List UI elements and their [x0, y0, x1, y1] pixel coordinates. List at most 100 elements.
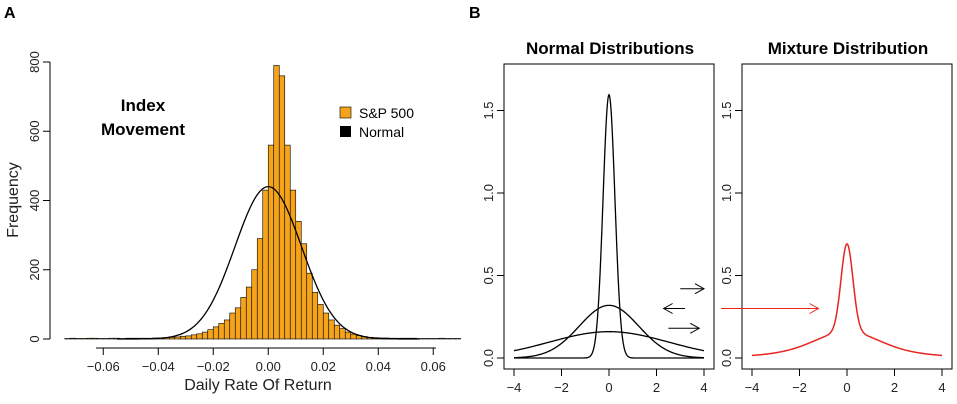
- histogram-bar: [234, 307, 242, 340]
- histogram-bar: [240, 297, 247, 340]
- arrows: [721, 303, 820, 314]
- normal-curve: [116, 185, 420, 340]
- y-tick-label: 400: [27, 190, 42, 212]
- arrow-head: [694, 283, 706, 295]
- histogram-bar: [97, 338, 104, 340]
- histogram-bar: [218, 323, 225, 340]
- plot-title-normal: Normal Distributions: [526, 39, 694, 58]
- histogram-bar: [273, 65, 280, 340]
- y-tick-label: 600: [27, 120, 42, 142]
- histogram-bar: [75, 338, 82, 340]
- histogram-bar: [229, 312, 236, 340]
- panel-label-a: A: [4, 5, 16, 22]
- panel-b-normal: B Normal Distributions −4 −2 0 2 4 0.0 0.5 1.0 1…: [469, 5, 715, 395]
- histogram-bar: [223, 319, 231, 340]
- panel-label-b: B: [469, 5, 481, 22]
- histogram-bar: [212, 326, 220, 340]
- histogram-bar: [251, 269, 258, 340]
- normal-curves: [513, 93, 705, 359]
- histogram-bar: [201, 331, 209, 340]
- panel-a: A −0.06 −0.04 −0.02 0.00 0.02 0.04 0.06 0 200 40…: [4, 5, 462, 394]
- histogram-bar: [333, 324, 341, 340]
- annotation-line-2: Movement: [101, 120, 185, 139]
- histogram-bar: [454, 338, 462, 340]
- histogram-bar: [432, 338, 440, 340]
- y-tick-label: 1.0: [481, 184, 496, 202]
- histogram-bar: [438, 337, 445, 340]
- legend: S&P 500 Normal: [339, 105, 414, 140]
- histogram-bar: [328, 319, 335, 340]
- axes: −4 −2 0 2 4 0.0 0.5 1.0 1.5: [481, 101, 708, 395]
- histogram-bar: [190, 334, 198, 340]
- plot-title-mixture: Mixture Distribution: [768, 39, 929, 58]
- y-axis-label: Frequency: [5, 162, 22, 238]
- histogram-bar: [108, 337, 115, 340]
- histogram-bar: [311, 291, 319, 340]
- plot-box-normal: [503, 63, 715, 370]
- plot-box-mixture: [741, 63, 953, 370]
- y-tick-label: 0.0: [481, 349, 496, 367]
- arrow-head: [809, 303, 820, 314]
- x-tick-label: 2: [653, 380, 660, 395]
- y-tick-label: 0.5: [481, 266, 496, 284]
- x-tick-label: −0.04: [142, 359, 175, 374]
- histogram-bar: [174, 336, 181, 340]
- y-tick-label: 0: [27, 335, 42, 342]
- panel-b-mixture: Mixture Distribution −4 −2 0 2 4 0.0 0.5 1.0 1.5: [719, 39, 953, 395]
- curve-medium: [513, 304, 705, 359]
- curve-mixture: [751, 243, 943, 357]
- x-tick-label: 4: [700, 380, 707, 395]
- x-tick-label: 2: [891, 380, 898, 395]
- histogram-bar: [196, 333, 203, 340]
- histogram-bars: [64, 65, 462, 340]
- histogram-bar: [179, 335, 187, 340]
- histogram-bar: [262, 189, 269, 340]
- x-tick-label: 0.06: [421, 359, 446, 374]
- legend-label-normal: Normal: [359, 124, 404, 140]
- histogram-bar: [306, 272, 313, 340]
- histogram-bar: [80, 338, 88, 340]
- histogram-bar: [278, 75, 286, 340]
- y-tick-label: 0.5: [719, 266, 734, 284]
- histogram-bar: [350, 333, 357, 340]
- x-tick-label: −2: [792, 380, 807, 395]
- x-tick-label: 0.02: [311, 359, 336, 374]
- x-tick-label: 0: [605, 380, 612, 395]
- arrow-head: [690, 322, 701, 334]
- y-ticks: 0 200 400 600 800: [27, 51, 50, 343]
- histogram-bar: [289, 189, 297, 340]
- x-tick-label: 0.04: [366, 359, 391, 374]
- x-axis-label: Daily Rate Of Return: [184, 377, 332, 394]
- histogram-bar: [322, 312, 330, 340]
- histogram-bar: [91, 337, 99, 340]
- histogram-bar: [207, 329, 214, 340]
- x-tick-label: −2: [554, 380, 569, 395]
- histogram-bar: [185, 335, 192, 340]
- histogram-bar: [421, 338, 429, 340]
- histogram-bar: [427, 338, 434, 340]
- axes: −4 −2 0 2 4 0.0 0.5 1.0 1.5: [719, 101, 946, 395]
- histogram-bar: [443, 338, 451, 340]
- x-tick-label: −0.02: [197, 359, 230, 374]
- arrow-head: [662, 303, 673, 314]
- y-tick-label: 1.0: [719, 184, 734, 202]
- histogram-bar: [256, 238, 264, 340]
- x-tick-label: 0: [843, 380, 850, 395]
- x-tick-label: −4: [745, 380, 760, 395]
- mixture-curve: [751, 243, 943, 357]
- histogram-bar: [86, 337, 93, 340]
- y-tick-label: 0.0: [719, 349, 734, 367]
- x-ticks: −0.06 −0.04 −0.02 0.00 0.02 0.04 0.06: [87, 348, 446, 374]
- annotation-line-1: Index: [121, 96, 166, 115]
- x-tick-label: 4: [938, 380, 945, 395]
- histogram-bar: [317, 304, 324, 340]
- x-tick-label: −4: [507, 380, 522, 395]
- histogram-bar: [344, 331, 352, 340]
- arrows: [662, 283, 706, 334]
- histogram-bar: [284, 144, 291, 340]
- legend-swatch-normal: [340, 126, 351, 137]
- histogram-bar: [449, 338, 456, 340]
- y-tick-label: 1.5: [719, 101, 734, 119]
- histogram-bar: [339, 328, 346, 340]
